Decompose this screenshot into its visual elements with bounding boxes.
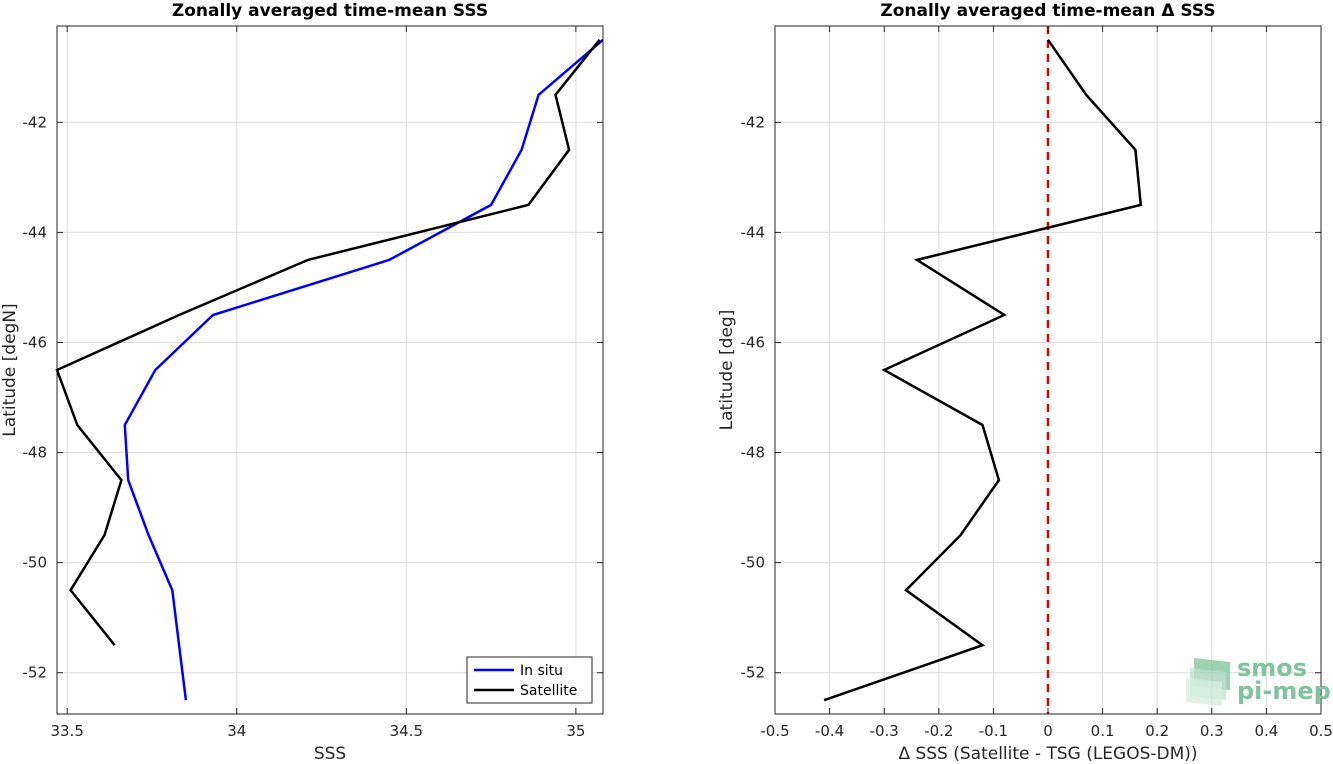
x-tick-label: -0.4 <box>815 722 844 740</box>
x-tick-label: -0.5 <box>760 722 789 740</box>
legend-box <box>466 656 593 704</box>
x-tick-label: 0.2 <box>1145 722 1169 740</box>
left-axes-box <box>56 25 604 715</box>
x-tick-label: -0.3 <box>870 722 899 740</box>
legend-label-in-situ: In situ <box>520 663 563 679</box>
x-tick-label: 34.5 <box>390 722 423 740</box>
right-ticks: -0.5 -0.4 -0.3 -0.2 -0.1 0 0.1 0.2 0.3 0.4 0.5 -52 -… <box>741 26 1333 740</box>
right-x-axis-label: Δ SSS (Satellite - TSG (LEGOS-DM)) <box>898 744 1197 764</box>
x-tick-label: 0.5 <box>1309 722 1333 740</box>
y-tick-label: -46 <box>741 333 766 351</box>
x-tick-label: 33.5 <box>50 722 83 740</box>
delta-sss-series-line <box>823 39 1143 702</box>
y-tick-label: -50 <box>741 554 766 572</box>
x-tick-label: 0.1 <box>1091 722 1115 740</box>
x-tick-label: 0 <box>1043 722 1053 740</box>
x-tick-label: 0.4 <box>1254 722 1278 740</box>
y-tick-label: -52 <box>23 664 48 682</box>
x-tick-label: -0.2 <box>924 722 953 740</box>
y-tick-label: -42 <box>741 113 766 131</box>
right-chart-title: Zonally averaged time-mean Δ SSS <box>880 1 1215 21</box>
logo-line-2: pi-mep <box>1237 677 1331 705</box>
y-tick-label: -48 <box>23 444 48 462</box>
right-y-axis-label: Latitude [deg] <box>717 310 737 431</box>
y-tick-label: -50 <box>23 554 48 572</box>
logo-line-1: smos <box>1237 654 1307 682</box>
x-tick-label: 0.3 <box>1200 722 1224 740</box>
in-situ-series-line <box>123 38 604 701</box>
logo-mark-icon <box>1186 658 1230 706</box>
right-series-layer <box>823 39 1143 702</box>
left-series-layer <box>55 38 604 701</box>
y-tick-label: -48 <box>741 444 766 462</box>
legend: In situ Satellite <box>466 656 593 704</box>
legend-label-satellite: Satellite <box>520 683 577 699</box>
y-tick-label: -42 <box>23 113 48 131</box>
right-panel: Zonally averaged time-mean Δ SSS -0.5 -0.… <box>717 1 1333 764</box>
x-tick-label: -0.1 <box>979 722 1008 740</box>
left-ticks: 33.5 34 34.5 35 -52 -50 -48 -46 -44 -42 <box>23 26 603 740</box>
x-tick-label: 34 <box>227 722 246 740</box>
left-grid <box>57 26 603 714</box>
satellite-series-line <box>55 39 601 646</box>
left-panel: Zonally averaged time-mean SSS 33.5 34 34.… <box>0 1 604 764</box>
y-tick-label: -44 <box>741 223 766 241</box>
y-tick-label: -46 <box>23 333 48 351</box>
y-tick-label: -52 <box>741 664 766 682</box>
smos-pi-mep-logo: smos pi-mep <box>1186 654 1331 706</box>
left-y-axis-label: Latitude [degN] <box>0 303 20 436</box>
x-tick-label: 35 <box>566 722 585 740</box>
left-x-axis-label: SSS <box>314 744 346 764</box>
y-tick-label: -44 <box>23 223 48 241</box>
left-chart-title: Zonally averaged time-mean SSS <box>172 1 488 21</box>
